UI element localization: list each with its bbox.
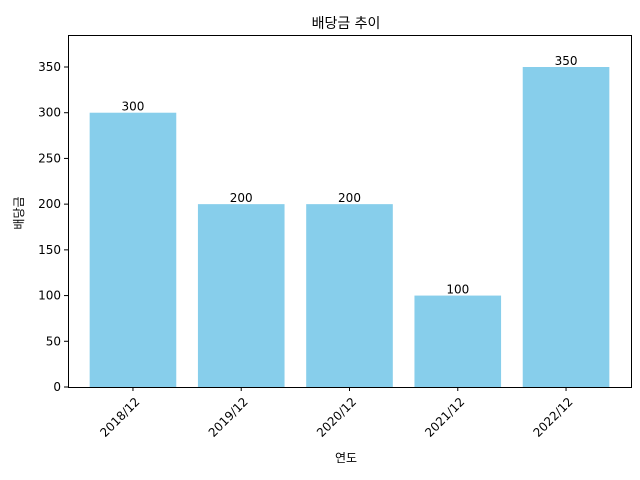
bars-group: [89, 67, 610, 387]
data-label: 200: [230, 191, 253, 205]
y-tick-label: 100: [38, 289, 61, 303]
plot-area-frame: [68, 35, 632, 388]
bar-2022-12: [522, 67, 610, 387]
data-label: 300: [122, 100, 145, 114]
y-axis: 0 50 100 150 200 250 300 350: [38, 60, 68, 394]
x-tick-label: 2018/12: [97, 395, 142, 440]
y-tick-label: 250: [38, 151, 61, 165]
x-axis: 2018/12 2019/12 2020/12 2021/12 2022/12: [97, 387, 576, 440]
data-label: 100: [446, 283, 469, 297]
x-tick-label: 2021/12: [422, 395, 467, 440]
x-tick-label: 2022/12: [530, 395, 575, 440]
data-labels-group: 300 200 200 100 350: [122, 54, 578, 297]
y-tick-label: 200: [38, 197, 61, 211]
y-tick-label: 150: [38, 243, 61, 257]
x-tick-label: 2020/12: [314, 395, 359, 440]
y-axis-label: 배당금: [12, 196, 26, 229]
bar-2021-12: [414, 295, 502, 387]
x-tick-label: 2019/12: [206, 395, 251, 440]
bar-2018-12: [89, 112, 177, 387]
data-label: 350: [555, 54, 578, 68]
bar-2020-12: [306, 204, 393, 387]
bar-2019-12: [197, 204, 285, 387]
y-tick-label: 50: [46, 334, 61, 348]
y-tick-label: 0: [53, 380, 61, 394]
y-tick-label: 300: [38, 106, 61, 120]
y-tick-label: 350: [38, 60, 61, 74]
chart-title: 배당금 추이: [312, 16, 381, 32]
data-label: 200: [338, 191, 361, 205]
x-axis-label: 연도: [335, 451, 357, 465]
